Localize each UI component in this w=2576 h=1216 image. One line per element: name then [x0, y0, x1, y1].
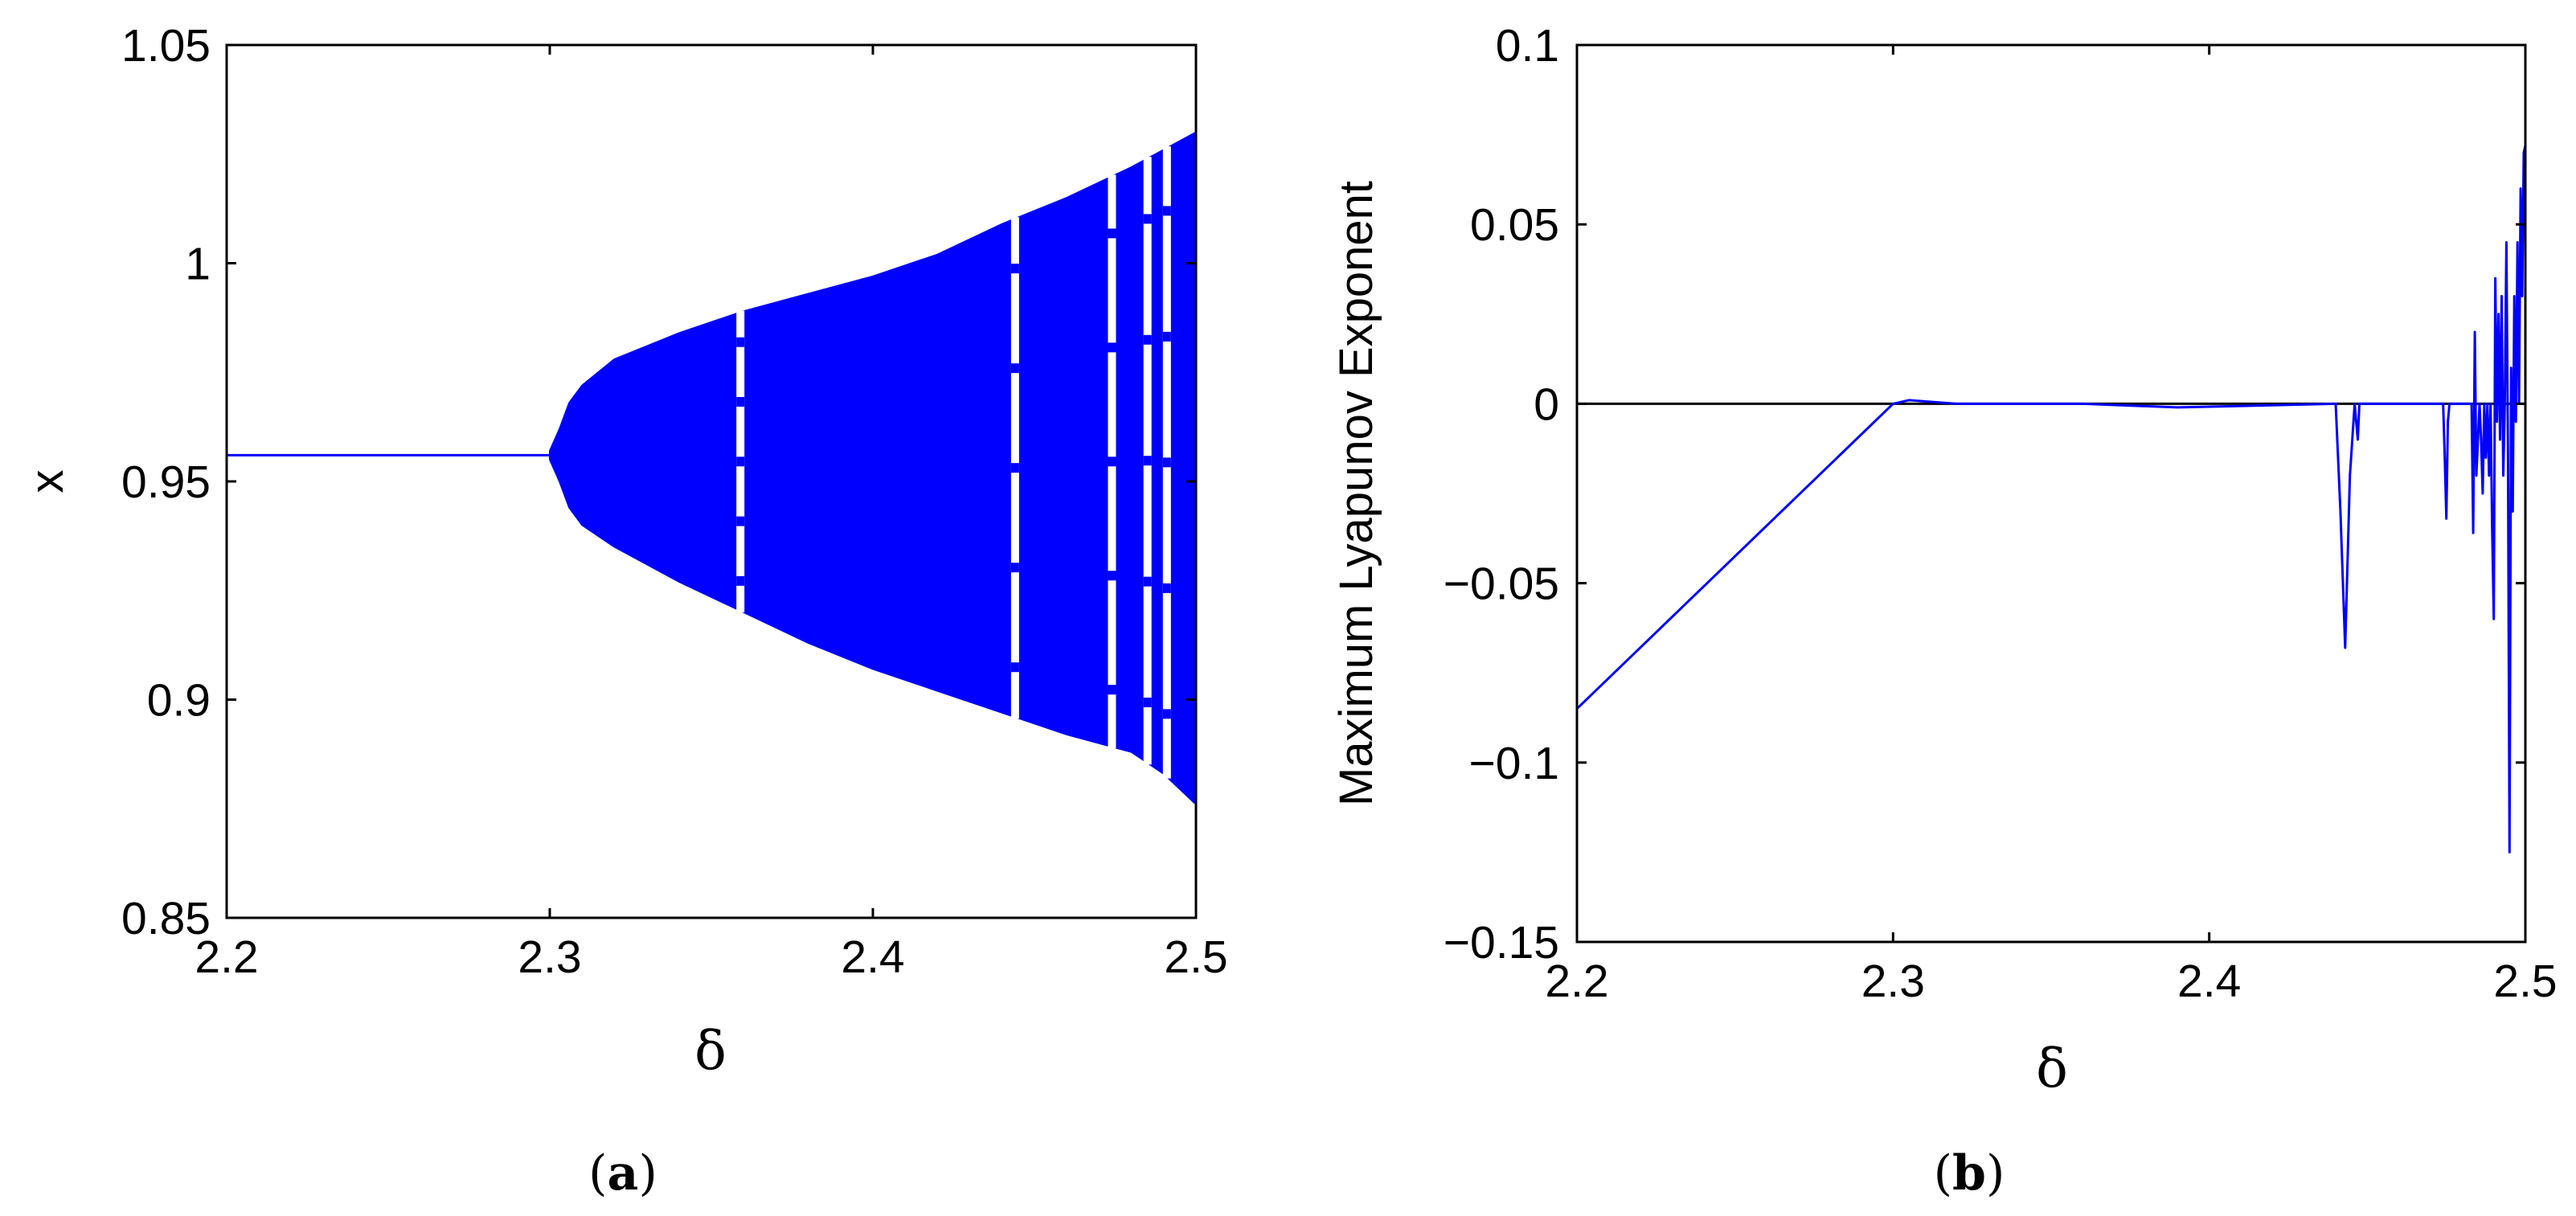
panel-b-lyapunov-line: [1575, 145, 2527, 854]
panel-b-y-tick-label: 0.1: [1496, 20, 1559, 72]
panel-a-periodic-orbit-point: [1108, 457, 1116, 467]
panel-a-periodic-orbit-point: [736, 516, 745, 526]
panel-a-x-tick-label: 2.4: [841, 931, 904, 983]
panel-a-y-tick-label: 0.85: [121, 893, 211, 944]
panel-a: 2.2 2.3 2.4 2.5 0.85 0.9 0.95 1 1.05 x δ (a): [21, 20, 1228, 1202]
panel-b-x-tick-label: 2.4: [2177, 956, 2241, 1007]
panel-a-x-tick-label: 2.3: [518, 931, 581, 983]
panel-a-periodic-orbit-point: [1010, 463, 1019, 473]
panel-a-periodic-orbit-point: [1143, 576, 1152, 587]
panel-b-y-axis-label: Maximum Lyapunov Exponent: [1330, 181, 1382, 806]
panel-b-ticks: 2.2 2.3 2.4 2.5 −0.15 −0.1 −0.05 0 0.05 0.1: [1444, 20, 2558, 1007]
panel-b-label-open: (: [1934, 1145, 1952, 1202]
panel-b-y-tick-label: 0: [1534, 379, 1559, 430]
panel-a-periodic-orbit-point: [1010, 264, 1019, 274]
panel-b-y-tick-label: 0.05: [1470, 199, 1559, 251]
panel-a-x-tick-label: 2.2: [195, 931, 258, 983]
panel-a-periodic-orbit-point: [1143, 698, 1152, 708]
panel-b-x-tick-label: 2.2: [1545, 956, 1608, 1007]
panel-a-label-letter: a: [608, 1145, 639, 1202]
panel-a-y-tick-label: 0.95: [121, 457, 211, 508]
panel-a-periodic-orbit-point: [1162, 206, 1171, 216]
panel-a-periodic-orbit-point: [1143, 456, 1152, 466]
panel-a-periodic-orbit-point: [1108, 685, 1116, 695]
panel-a-periodic-orbit-point: [736, 575, 745, 586]
panel-b-x-axis-label: δ: [2036, 1038, 2068, 1099]
panel-b-axes-box: [1575, 43, 2527, 944]
panel-a-periodic-orbit-point: [1108, 342, 1116, 353]
panel-b: 2.2 2.3 2.4 2.5 −0.15 −0.1 −0.05 0 0.05 0.1 Maxim…: [1330, 20, 2558, 1202]
panel-a-label-close: ): [638, 1145, 657, 1202]
panel-b-plot-area: [1577, 45, 2525, 942]
panel-a-periodic-orbit-point: [1143, 334, 1152, 345]
panel-a-y-tick-label: 1: [185, 239, 211, 290]
panel-b-label-letter: b: [1952, 1145, 1986, 1202]
panel-a-label: (a): [588, 1145, 657, 1202]
panel-b-x-tick-label: 2.3: [1861, 956, 1925, 1007]
panel-a-y-tick-label: 0.9: [147, 675, 211, 727]
panel-a-periodic-orbit-point: [1010, 563, 1019, 573]
panel-a-periodic-orbit-point: [1108, 571, 1116, 581]
panel-b-lyapunov-series: [1575, 145, 2527, 854]
panel-a-periodic-orbit-point: [736, 337, 745, 347]
panel-b-y-tick-label: −0.15: [1444, 917, 1559, 968]
panel-b-label-close: ): [1986, 1145, 2005, 1202]
panel-a-periodic-orbit-point: [1010, 363, 1019, 374]
panel-a-periodic-orbit-point: [1143, 214, 1152, 224]
panel-a-x-axis-label: δ: [694, 1020, 727, 1082]
panel-a-periodic-orbit-point: [736, 397, 745, 407]
panel-a-periodic-orbit-point: [1162, 331, 1171, 342]
panel-b-x-tick-label: 2.5: [2493, 956, 2557, 1007]
panel-b-y-tick-label: −0.1: [1468, 738, 1559, 789]
panel-a-periodic-orbit-point: [1162, 709, 1171, 719]
panel-a-y-axis-label: x: [21, 470, 73, 493]
panel-a-periodic-orbit-point: [1162, 457, 1171, 468]
panel-a-y-tick-label: 1.05: [121, 20, 211, 72]
panel-b-label: (b): [1934, 1145, 2005, 1202]
panel-a-ticks: 2.2 2.3 2.4 2.5 0.85 0.9 0.95 1 1.05: [121, 20, 1228, 983]
panel-b-y-tick-label: −0.05: [1444, 559, 1559, 610]
panel-a-periodic-orbit-point: [1108, 228, 1116, 239]
panel-a-periodic-orbit-point: [1010, 662, 1019, 673]
panel-a-periodic-orbit-point: [736, 457, 745, 467]
panel-a-periodic-orbit-point: [1162, 583, 1171, 593]
panel-a-x-tick-label: 2.5: [1164, 931, 1227, 983]
panel-a-label-open: (: [588, 1145, 607, 1202]
